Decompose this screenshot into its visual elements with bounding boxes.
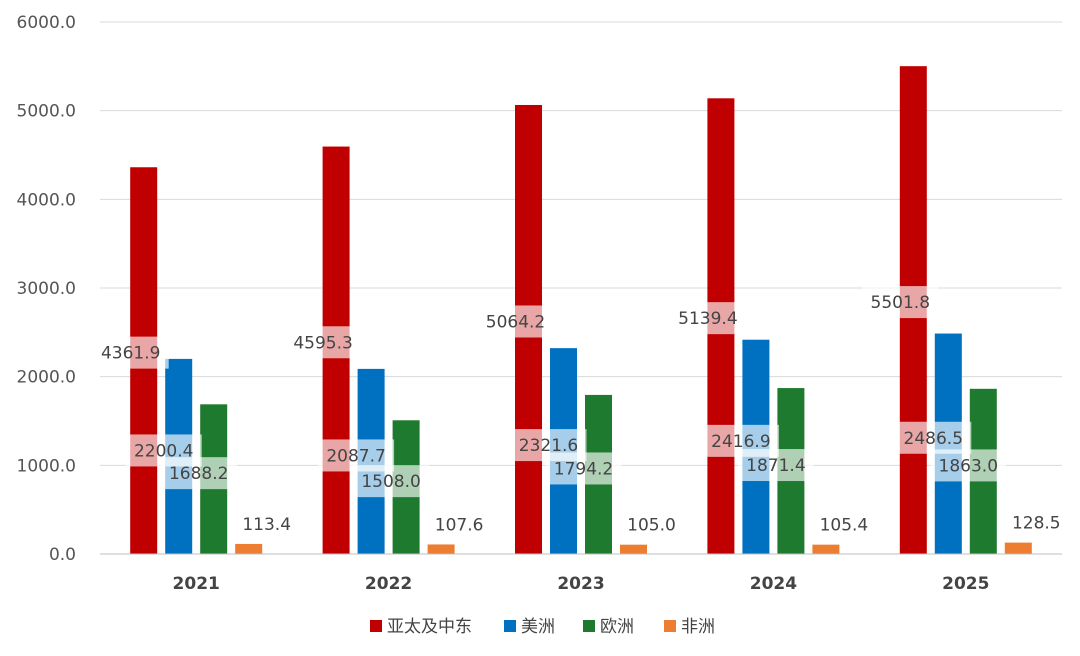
data-label-bg — [477, 305, 554, 338]
bar — [235, 543, 263, 554]
data-label: 4361.9 — [101, 344, 160, 364]
x-category-label: 2025 — [942, 574, 989, 594]
x-category-label: 2024 — [750, 574, 797, 594]
x-category-label: 2023 — [557, 574, 604, 594]
y-tick-label: 1000.0 — [17, 456, 76, 476]
legend-label: 美洲 — [521, 617, 555, 637]
data-label: 2087.7 — [326, 446, 385, 466]
data-label: 1508.0 — [361, 472, 420, 492]
data-label: 113.4 — [242, 515, 291, 535]
data-label-bg — [737, 449, 814, 482]
y-tick-label: 4000.0 — [17, 190, 76, 210]
data-label-bg — [285, 326, 362, 359]
data-label: 1871.4 — [746, 456, 805, 476]
bar — [812, 544, 840, 554]
bar — [1004, 542, 1032, 554]
x-category-label: 2021 — [173, 574, 220, 594]
data-label: 5501.8 — [871, 293, 930, 313]
data-label-bg — [92, 336, 169, 369]
y-tick-label: 3000.0 — [17, 279, 76, 299]
data-label-bg — [862, 286, 939, 319]
data-label: 1688.2 — [169, 464, 228, 484]
data-label: 1863.0 — [939, 456, 998, 476]
y-tick-label: 6000.0 — [17, 13, 76, 33]
legend-swatch — [504, 620, 516, 632]
data-label-bg — [930, 449, 1007, 482]
data-label-bg — [895, 421, 972, 454]
y-tick-label: 2000.0 — [17, 368, 76, 388]
legend: 亚太及中东 美洲 欧洲 非洲 — [370, 617, 715, 637]
data-label: 2416.9 — [711, 432, 770, 452]
data-label: 1794.2 — [554, 459, 613, 479]
data-label: 105.0 — [627, 516, 676, 536]
data-label-bg — [545, 452, 622, 485]
data-label: 128.5 — [1012, 514, 1061, 534]
data-label: 5139.4 — [678, 309, 737, 329]
y-tick-label: 5000.0 — [17, 102, 76, 122]
data-label: 107.6 — [435, 515, 484, 535]
x-category-label: 2022 — [365, 574, 412, 594]
data-label-bg — [669, 302, 746, 335]
y-tick-label: 0.0 — [49, 545, 76, 565]
data-label: 105.4 — [820, 516, 869, 536]
legend-label: 亚太及中东 — [387, 617, 472, 637]
bar — [620, 544, 647, 554]
data-label: 5064.2 — [486, 312, 545, 332]
data-label-bg — [353, 465, 430, 498]
data-label: 2200.4 — [134, 441, 193, 461]
legend-label: 非洲 — [681, 617, 715, 637]
data-label: 4595.3 — [293, 333, 352, 353]
data-label: 2321.6 — [519, 436, 578, 456]
legend-label: 欧洲 — [600, 617, 634, 637]
legend-swatch — [664, 620, 676, 632]
data-label-bg — [160, 457, 237, 490]
axis-layer: 0.0 1000.0 2000.0 3000.0 4000.0 5000.0 6000.0 2… — [17, 13, 1062, 594]
bar — [427, 544, 455, 554]
legend-swatch — [583, 620, 595, 632]
legend-swatch — [370, 620, 382, 632]
data-label-layer: 4361.9 2200.4 1688.2 113.4 4595.3 2087.7 1508.… — [92, 286, 1061, 536]
data-label: 2486.5 — [904, 429, 963, 449]
